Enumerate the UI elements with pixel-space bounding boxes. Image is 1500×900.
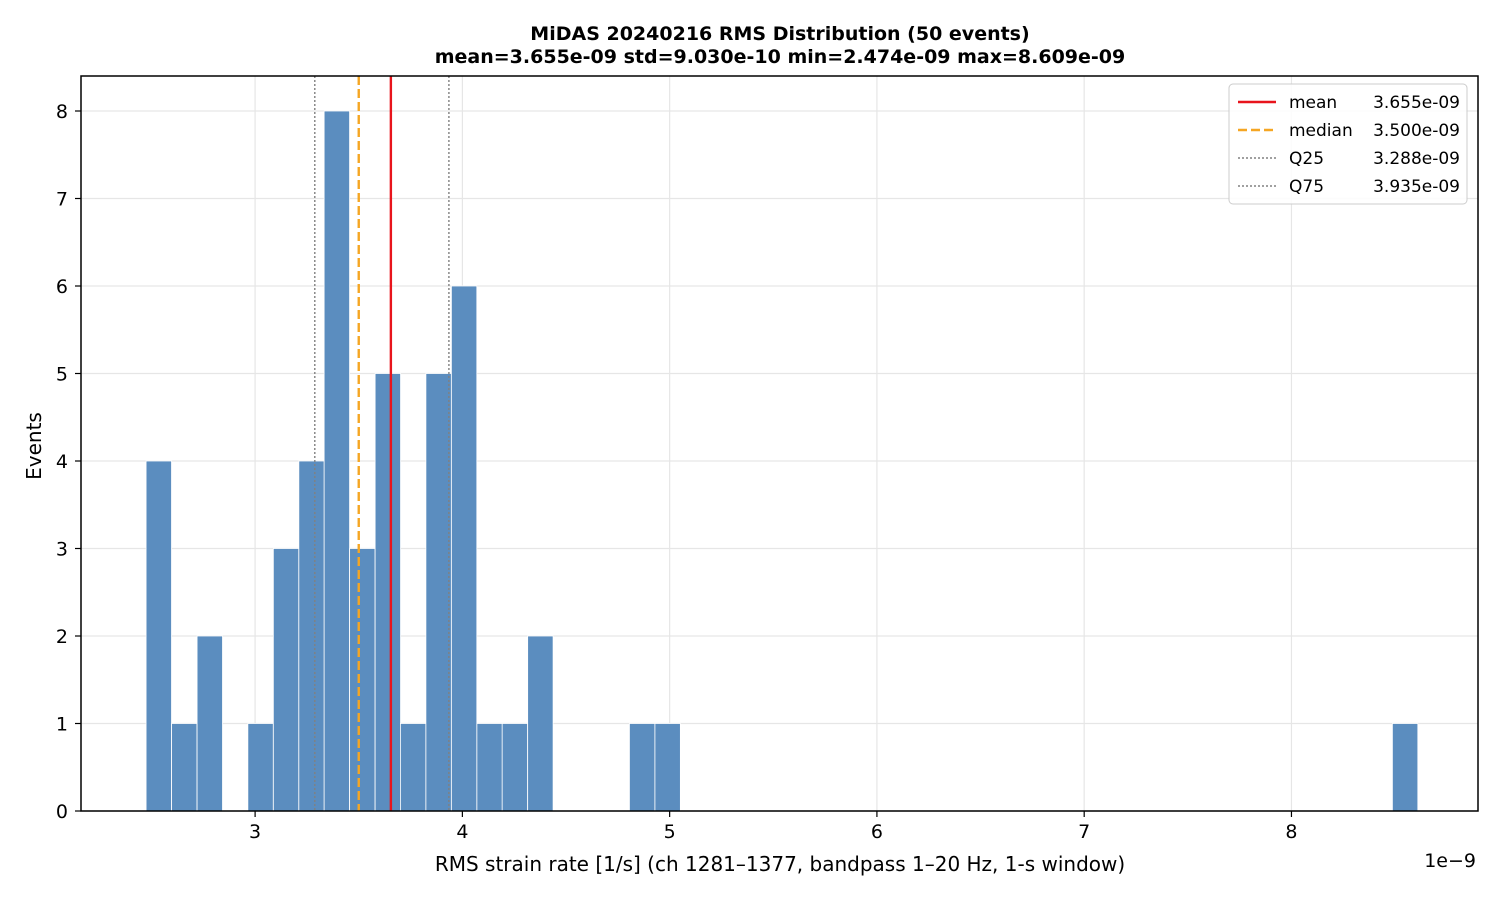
x-tick-label-5: 8 — [1285, 821, 1297, 843]
legend-box — [1228, 83, 1468, 205]
legend-label-q75: Q75 — [1289, 177, 1324, 197]
legend-entries: mean 3.655e-09 median 3.500e-09 Q25 3.288e-09… — [1238, 93, 1460, 197]
histogram-bar-10 — [400, 723, 427, 812]
histogram-bar-21 — [1391, 723, 1419, 812]
legend-label-median: median — [1289, 121, 1353, 141]
legend-label-q25: Q25 — [1289, 149, 1324, 169]
y-tick-label-6: 6 — [56, 276, 68, 298]
legend-value-median: 3.500e-09 — [1373, 121, 1460, 141]
histogram-bar-19 — [629, 723, 656, 812]
legend-value-mean: 3.655e-09 — [1373, 93, 1460, 113]
y-tick-label-8: 8 — [56, 101, 68, 123]
x-axis-ticks: 3 4 5 6 7 8 — [249, 811, 1298, 843]
reference-lines — [314, 76, 450, 811]
y-tick-label-7: 7 — [56, 189, 68, 211]
histogram-bar-14 — [501, 723, 529, 812]
histogram-bar-9 — [374, 373, 401, 812]
histogram-bar-8 — [349, 548, 376, 812]
histogram-bar-7 — [323, 110, 350, 812]
y-tick-label-2: 2 — [56, 626, 68, 648]
y-tick-label-5: 5 — [56, 364, 68, 386]
legend: mean 3.655e-09 median 3.500e-09 Q25 3.288e-09… — [1228, 83, 1468, 205]
x-tick-label-4: 7 — [1078, 821, 1090, 843]
histogram-bar-0 — [145, 460, 172, 812]
histogram-bar-20 — [654, 723, 681, 812]
histogram-bar-15 — [527, 635, 554, 812]
x-tick-label-2: 5 — [664, 821, 676, 843]
legend-value-q75: 3.935e-09 — [1373, 177, 1460, 197]
chart-subtitle: mean=3.655e-09 std=9.030e-10 min=2.474e-… — [435, 46, 1126, 68]
legend-label-mean: mean — [1289, 93, 1337, 113]
x-tick-label-0: 3 — [249, 821, 261, 843]
histogram-bar-4 — [247, 723, 274, 812]
histogram-bars — [145, 110, 1419, 812]
y-axis-ticks: 0 1 2 3 4 5 6 7 8 — [56, 101, 81, 823]
legend-value-q25: 3.288e-09 — [1373, 149, 1460, 169]
histogram-bar-2 — [196, 635, 223, 812]
x-axis-label: RMS strain rate [1/s] (ch 1281–1377, ban… — [435, 852, 1125, 876]
histogram-bar-1 — [171, 723, 198, 812]
plot-frame — [80, 75, 1479, 812]
histogram-bar-6 — [298, 460, 325, 812]
x-tick-label-1: 4 — [456, 821, 468, 843]
histogram-bar-13 — [476, 723, 503, 812]
y-tick-label-3: 3 — [56, 539, 68, 561]
x-axis-offset-label: 1e−9 — [1424, 850, 1476, 872]
x-tick-label-3: 6 — [871, 821, 883, 843]
histogram-bar-11 — [425, 373, 452, 812]
y-tick-label-4: 4 — [56, 451, 68, 473]
y-tick-label-1: 1 — [56, 714, 68, 736]
histogram-bar-12 — [450, 285, 478, 812]
y-tick-label-0: 0 — [56, 801, 68, 823]
y-axis-label: Events — [22, 412, 46, 480]
chart-title: MiDAS 20240216 RMS Distribution (50 even… — [530, 23, 1029, 45]
histogram-bar-5 — [272, 548, 300, 812]
